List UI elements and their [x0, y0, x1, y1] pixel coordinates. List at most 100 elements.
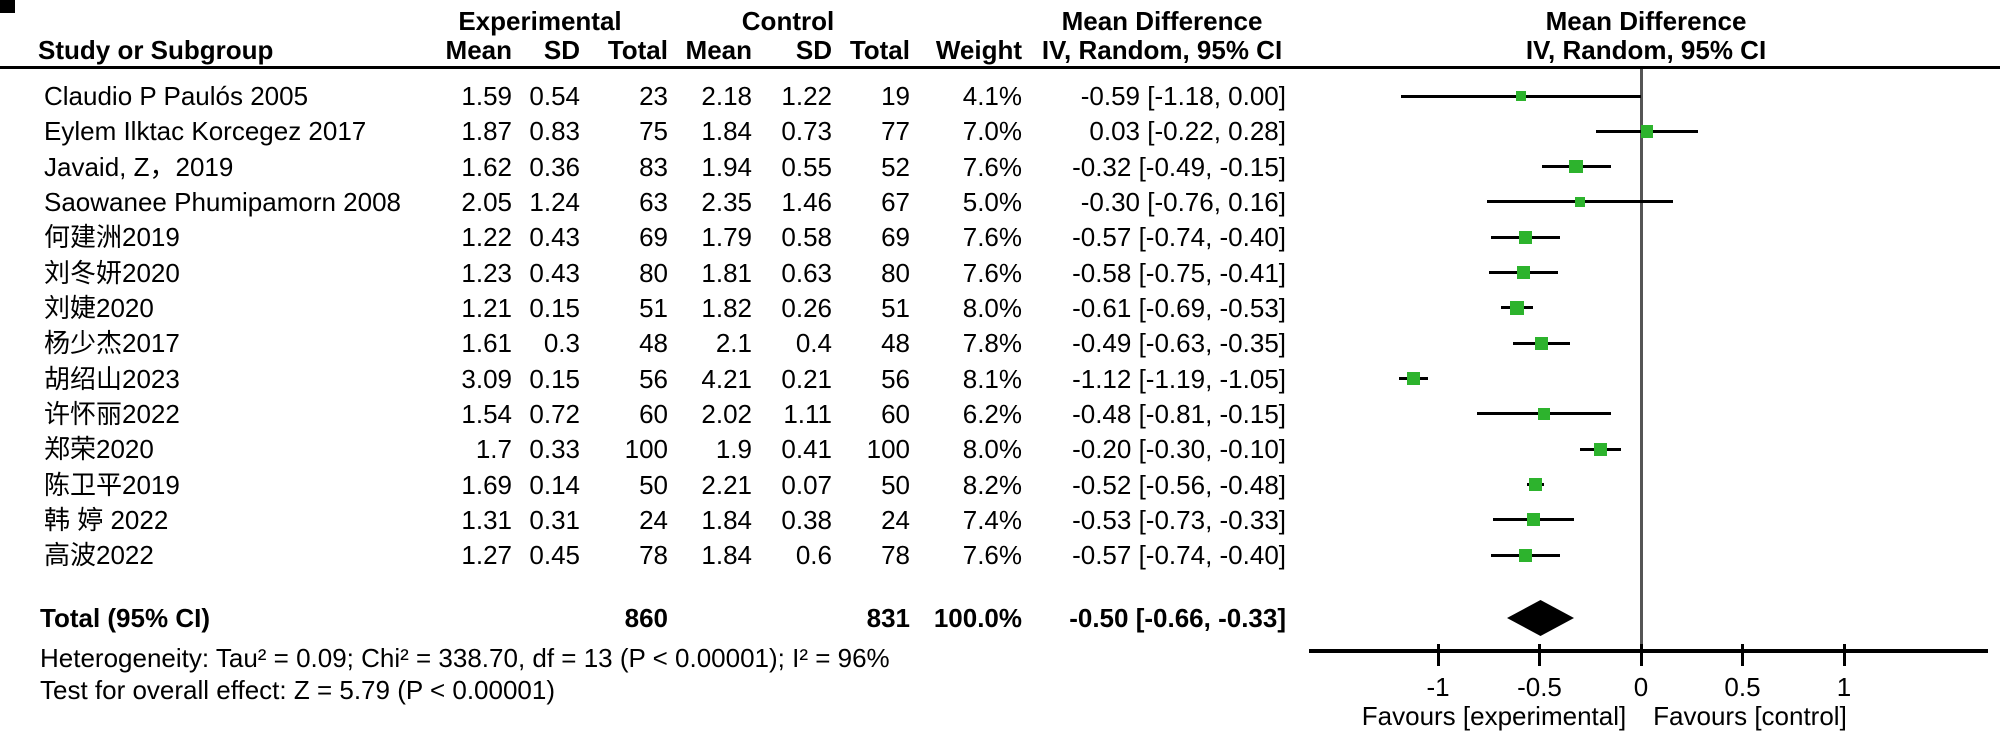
- ci-text-cell: -0.59 [-1.18, 0.00]: [1080, 81, 1286, 111]
- axis-tick: [1741, 644, 1744, 666]
- mean-e-cell: 1.69: [461, 469, 512, 500]
- study-row: 韩 婷 2022 1.31 0.31 24 1.84 0.38 24 7.4% -0.53 [-…: [0, 503, 1300, 537]
- sd-c-cell: 0.73: [781, 116, 832, 147]
- sd-c-cell: 0.58: [781, 222, 832, 253]
- effect-square: [1526, 513, 1540, 527]
- study-row: Javaid, Z，2019 1.62 0.36 83 1.94 0.55 52 7.6% -0…: [0, 150, 1300, 184]
- total-c-cell: 100: [866, 434, 910, 465]
- sd-c-cell: 0.63: [781, 257, 832, 288]
- total-e-cell: 78: [639, 540, 668, 571]
- total-e-cell: 75: [639, 116, 668, 147]
- effect-square: [1510, 301, 1524, 315]
- weight-cell: 6.2%: [962, 398, 1022, 429]
- total-c-cell: 50: [881, 469, 910, 500]
- sd-e-cell: 0.14: [529, 469, 580, 500]
- study-name: 郑荣2020: [44, 434, 154, 465]
- effect-square: [1406, 371, 1421, 386]
- total-e-cell: 80: [639, 257, 668, 288]
- mean-e-cell: 1.27: [461, 540, 512, 571]
- axis-tick: [1538, 644, 1541, 666]
- weight-cell: 7.6%: [962, 257, 1022, 288]
- mean-e-cell: 1.87: [461, 116, 512, 147]
- mean-c-cell: 2.02: [701, 398, 752, 429]
- sd-c-cell: 0.07: [781, 469, 832, 500]
- favours-experimental-label: Favours [experimental]: [1361, 701, 1627, 731]
- total-row-label: Total (95% CI): [40, 603, 210, 633]
- sd-e-cell: 0.31: [529, 504, 580, 535]
- weight-cell: 5.0%: [962, 186, 1022, 217]
- sd-c-cell: 1.46: [781, 186, 832, 217]
- header-ctrl-sd: SD: [795, 35, 832, 65]
- header-md-subtitle-text-col: IV, Random, 95% CI: [1041, 35, 1283, 65]
- mean-c-cell: 1.94: [701, 151, 752, 182]
- sd-e-cell: 0.83: [529, 116, 580, 147]
- header-exp-total: Total: [607, 35, 668, 65]
- weight-cell: 8.0%: [962, 292, 1022, 323]
- mean-e-cell: 1.54: [461, 398, 512, 429]
- study-row: 胡绍山2023 3.09 0.15 56 4.21 0.21 56 8.1% -1.12 [-1…: [0, 362, 1300, 396]
- header-ctrl-total: Total: [849, 35, 910, 65]
- study-name: 刘婕2020: [44, 292, 154, 323]
- ci-text-cell: -0.61 [-0.69, -0.53]: [1072, 292, 1286, 323]
- axis-tick-label: -1: [1426, 672, 1450, 702]
- total-e-cell: 50: [639, 469, 668, 500]
- sd-c-cell: 1.22: [781, 81, 832, 111]
- total-c-cell: 48: [881, 328, 910, 359]
- ci-text-cell: -0.57 [-0.74, -0.40]: [1072, 540, 1286, 571]
- study-name: Eylem Ilktac Korcegez 2017: [44, 116, 367, 147]
- sd-e-cell: 0.36: [529, 151, 580, 182]
- sd-c-cell: 0.26: [781, 292, 832, 323]
- study-name: 杨少杰2017: [44, 328, 180, 359]
- mean-e-cell: 1.7: [475, 434, 512, 465]
- effect-square: [1518, 548, 1532, 562]
- sd-e-cell: 0.43: [529, 257, 580, 288]
- axis-tick-label: -0.5: [1517, 672, 1562, 702]
- total-c-cell: 56: [881, 363, 910, 394]
- mean-c-cell: 1.84: [701, 504, 752, 535]
- study-name: 胡绍山2023: [44, 363, 180, 394]
- sd-e-cell: 0.3: [543, 328, 580, 359]
- pooled-diamond: [1507, 600, 1574, 636]
- header-md-title-text-col: Mean Difference: [1061, 6, 1263, 36]
- ci-text-cell: -0.52 [-0.56, -0.48]: [1072, 469, 1286, 500]
- study-row: 刘婕2020 1.21 0.15 51 1.82 0.26 51 8.0% -0.61 [-0.…: [0, 291, 1300, 325]
- study-name: Javaid, Z，2019: [44, 151, 234, 182]
- ci-text-cell: -0.48 [-0.81, -0.15]: [1072, 398, 1286, 429]
- total-c-cell: 78: [881, 540, 910, 571]
- header-group-experimental: Experimental: [458, 6, 622, 36]
- header-weight: Weight: [935, 35, 1022, 65]
- mean-e-cell: 1.23: [461, 257, 512, 288]
- heterogeneity-text: Heterogeneity: Tau² = 0.09; Chi² = 338.7…: [40, 643, 890, 673]
- total-c-cell: 51: [881, 292, 910, 323]
- axis-tick: [1639, 644, 1643, 666]
- header-md-subtitle-plot-col: IV, Random, 95% CI: [1525, 35, 1767, 65]
- effect-square: [1574, 196, 1586, 208]
- sd-c-cell: 0.55: [781, 151, 832, 182]
- total-c-cell: 52: [881, 151, 910, 182]
- sd-c-cell: 1.11: [783, 398, 832, 429]
- ci-text-cell: -0.58 [-0.75, -0.41]: [1072, 257, 1286, 288]
- weight-cell: 8.1%: [962, 363, 1022, 394]
- effect-square: [1534, 336, 1549, 350]
- effect-square: [1569, 160, 1583, 174]
- sd-e-cell: 0.15: [529, 292, 580, 323]
- total-weight: 100.0%: [933, 603, 1022, 633]
- mean-c-cell: 1.84: [701, 116, 752, 147]
- total-exp-n: 860: [624, 603, 668, 633]
- study-row: 杨少杰2017 1.61 0.3 48 2.1 0.4 48 7.8% -0.49 [-0.63…: [0, 326, 1300, 360]
- study-name: Saowanee Phumipamorn 2008: [44, 186, 402, 217]
- study-row: Claudio P Paulós 2005 1.59 0.54 23 2.18 1.22 1…: [0, 79, 1300, 113]
- sd-e-cell: 0.72: [529, 398, 580, 429]
- header-exp-mean: Mean: [445, 35, 512, 65]
- total-e-cell: 24: [639, 504, 668, 535]
- total-ci-text: -0.50 [-0.66, -0.33]: [1069, 603, 1286, 633]
- weight-cell: 7.8%: [962, 328, 1022, 359]
- study-row: 刘冬妍2020 1.23 0.43 80 1.81 0.63 80 7.6% -0.58 [-0…: [0, 256, 1300, 290]
- axis-tick-label: 0.5: [1724, 672, 1761, 702]
- total-e-cell: 56: [639, 363, 668, 394]
- axis-tick-label: 1: [1836, 672, 1852, 702]
- sd-c-cell: 0.6: [795, 540, 832, 571]
- ci-text-cell: -0.49 [-0.63, -0.35]: [1072, 328, 1286, 359]
- sd-e-cell: 0.15: [529, 363, 580, 394]
